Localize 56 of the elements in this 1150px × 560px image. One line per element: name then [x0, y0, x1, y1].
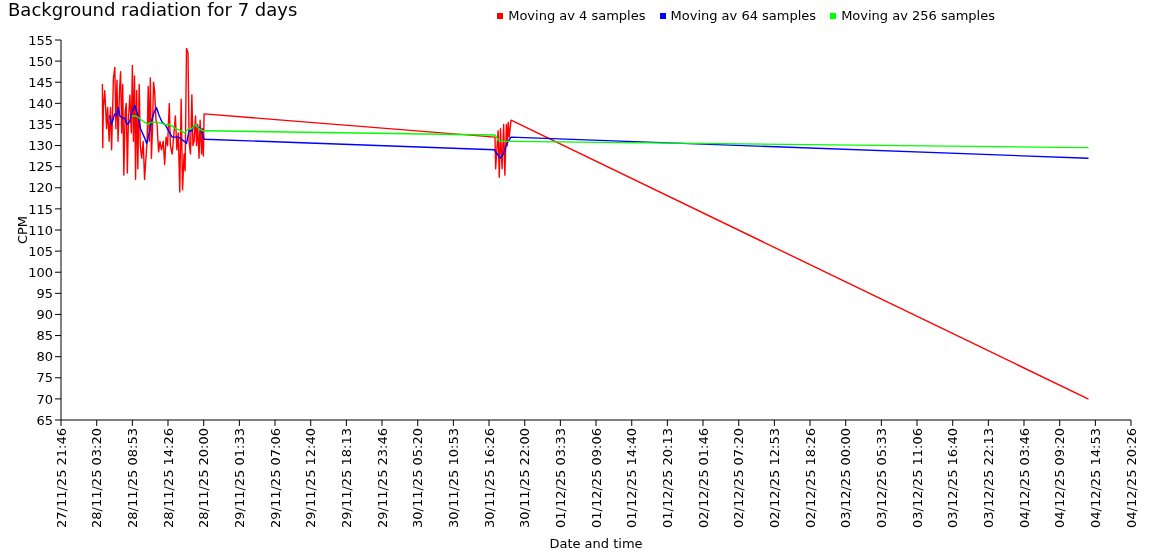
x-tick-label: 04/12/25 14:53 — [1088, 428, 1104, 528]
x-tick-label: 04/12/25 20:26 — [1123, 428, 1139, 528]
x-tick-label: 01/12/25 20:13 — [660, 428, 676, 528]
y-tick-label: 110 — [28, 222, 53, 238]
y-tick-label: 95 — [36, 286, 53, 302]
x-tick-label: 01/12/25 03:33 — [553, 428, 569, 528]
x-tick-label: 02/12/25 12:53 — [767, 428, 783, 528]
y-tick-label: 90 — [36, 307, 53, 323]
y-tick-label: 155 — [28, 32, 53, 48]
x-tick-label: 04/12/25 09:20 — [1052, 428, 1068, 528]
x-tick-label: 28/11/25 14:26 — [160, 428, 176, 528]
y-tick-label: 80 — [36, 349, 53, 365]
y-tick-label: 120 — [28, 180, 53, 196]
y-tick-label: 145 — [28, 74, 53, 90]
x-tick-label: 27/11/25 21:46 — [53, 428, 69, 528]
x-tick-label: 30/11/25 22:00 — [517, 428, 533, 528]
x-tick-label: 30/11/25 05:20 — [410, 428, 426, 528]
x-tick-label: 03/12/25 16:40 — [945, 428, 961, 528]
x-tick-label: 02/12/25 18:26 — [802, 428, 818, 528]
x-tick-label: 03/12/25 11:06 — [909, 428, 925, 528]
x-axis-title: Date and time — [549, 536, 643, 551]
y-tick-label: 125 — [28, 159, 53, 175]
x-tick-label: 01/12/25 09:06 — [588, 428, 604, 528]
x-tick-label: 03/12/25 22:13 — [981, 428, 997, 528]
legend-label: Moving av 256 samples — [841, 8, 995, 23]
x-tick-label: 29/11/25 23:46 — [374, 428, 390, 528]
x-tick-label: 30/11/25 10:53 — [446, 428, 462, 528]
y-tick-label: 130 — [28, 138, 53, 154]
legend-label: Moving av 4 samples — [508, 8, 646, 23]
x-tick-label: 29/11/25 07:06 — [267, 428, 283, 528]
x-tick-label: 29/11/25 01:33 — [232, 428, 248, 528]
x-tick-label: 29/11/25 12:40 — [303, 428, 319, 528]
x-tick-label: 28/11/25 20:00 — [196, 428, 212, 528]
y-tick-label: 105 — [28, 243, 53, 259]
y-tick-label: 150 — [28, 53, 53, 69]
x-tick-label: 28/11/25 08:53 — [125, 428, 141, 528]
x-tick-label: 29/11/25 18:13 — [339, 428, 355, 528]
legend-label: Moving av 64 samples — [670, 8, 817, 23]
x-tick-label: 03/12/25 00:00 — [838, 428, 854, 528]
y-tick-label: 65 — [36, 412, 53, 428]
x-tick-label: 02/12/25 01:46 — [695, 428, 711, 528]
x-tick-label: 02/12/25 07:20 — [731, 428, 747, 528]
x-tick-label: 01/12/25 14:40 — [624, 428, 640, 528]
y-axis-title: CPM — [14, 215, 30, 245]
x-tick-label: 30/11/25 16:26 — [481, 428, 497, 528]
y-tick-label: 115 — [28, 201, 53, 217]
x-tick-label: 04/12/25 03:46 — [1016, 428, 1032, 528]
y-tick-label: 70 — [36, 391, 53, 407]
y-tick-label: 135 — [28, 117, 53, 133]
chart-title: Background radiation for 7 days — [8, 0, 298, 20]
y-tick-label: 75 — [36, 370, 53, 386]
y-tick-label: 85 — [36, 328, 53, 344]
x-tick-label: 03/12/25 05:33 — [874, 428, 890, 528]
y-tick-label: 140 — [28, 96, 53, 112]
x-tick-label: 28/11/25 03:20 — [89, 428, 105, 528]
y-tick-label: 100 — [28, 264, 53, 280]
